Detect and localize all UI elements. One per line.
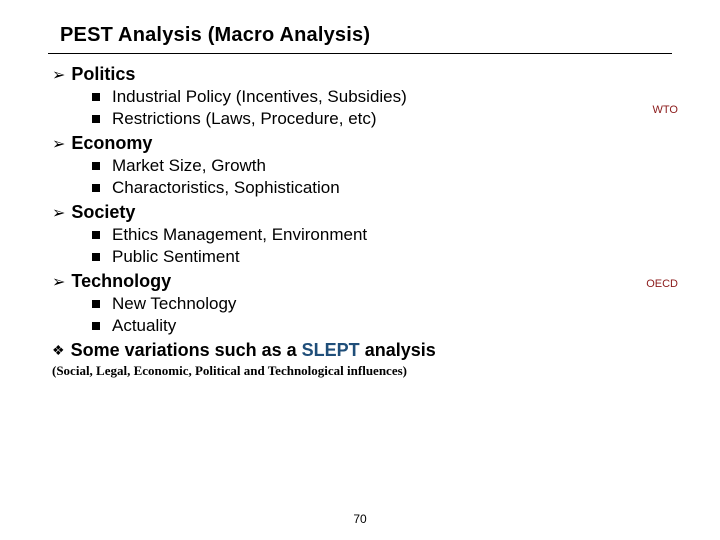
variation-emph: SLEPT (302, 340, 360, 360)
variation-prefix: Some variations such as a (71, 340, 302, 360)
section-label: Politics (71, 64, 135, 84)
arrow-bullet-icon: ➢ (52, 203, 65, 223)
section-economy: ➢ Economy (52, 133, 672, 154)
society-items: Ethics Management, Environment Public Se… (92, 225, 672, 267)
square-bullet-icon (92, 93, 100, 101)
title-bar: PEST Analysis (Macro Analysis) (48, 24, 672, 54)
variation-sub: (Social, Legal, Economic, Political and … (52, 363, 672, 379)
side-note-wto: WTO (653, 104, 678, 116)
item-text: Market Size, Growth (112, 156, 266, 175)
variation-line: ❖ Some variations such as a SLEPT analysi… (52, 340, 672, 361)
section-label: Economy (71, 133, 152, 153)
list-item: Actuality (92, 316, 672, 336)
square-bullet-icon (92, 253, 100, 261)
content-area: ➢ Politics Industrial Policy (Incentives,… (48, 64, 672, 379)
section-label: Technology (71, 271, 171, 291)
item-text: Restrictions (Laws, Procedure, etc) (112, 109, 377, 128)
square-bullet-icon (92, 300, 100, 308)
politics-items: Industrial Policy (Incentives, Subsidies… (92, 87, 672, 129)
square-bullet-icon (92, 322, 100, 330)
arrow-bullet-icon: ➢ (52, 65, 65, 85)
square-bullet-icon (92, 162, 100, 170)
list-item: Industrial Policy (Incentives, Subsidies… (92, 87, 672, 107)
item-text: Charactoristics, Sophistication (112, 178, 340, 197)
section-label: Society (71, 202, 135, 222)
diamond-bullet-icon: ❖ (52, 342, 65, 359)
list-item: Restrictions (Laws, Procedure, etc) (92, 109, 672, 129)
list-item: Ethics Management, Environment (92, 225, 672, 245)
side-note-oecd: OECD (646, 278, 678, 290)
item-text: Industrial Policy (Incentives, Subsidies… (112, 87, 407, 106)
section-technology: ➢ Technology (52, 271, 672, 292)
arrow-bullet-icon: ➢ (52, 134, 65, 154)
title-paren: (Macro Analysis) (208, 24, 371, 46)
list-item: Market Size, Growth (92, 156, 672, 176)
variation-suffix: analysis (360, 340, 436, 360)
item-text: Ethics Management, Environment (112, 225, 367, 244)
variation-text: Some variations such as a SLEPT analysis (71, 340, 436, 360)
slide-title: PEST Analysis (Macro Analysis) (60, 24, 370, 46)
list-item: Charactoristics, Sophistication (92, 178, 672, 198)
list-item: New Technology (92, 294, 672, 314)
square-bullet-icon (92, 184, 100, 192)
item-text: Actuality (112, 316, 176, 335)
section-society: ➢ Society (52, 202, 672, 223)
slide-root: PEST Analysis (Macro Analysis) ➢ Politics… (0, 0, 720, 540)
square-bullet-icon (92, 115, 100, 123)
title-main: PEST Analysis (60, 24, 208, 46)
page-number: 70 (0, 512, 720, 526)
item-text: Public Sentiment (112, 247, 240, 266)
section-politics: ➢ Politics (52, 64, 672, 85)
list-item: Public Sentiment (92, 247, 672, 267)
arrow-bullet-icon: ➢ (52, 272, 65, 292)
technology-items: New Technology Actuality (92, 294, 672, 336)
square-bullet-icon (92, 231, 100, 239)
item-text: New Technology (112, 294, 236, 313)
economy-items: Market Size, Growth Charactoristics, Sop… (92, 156, 672, 198)
